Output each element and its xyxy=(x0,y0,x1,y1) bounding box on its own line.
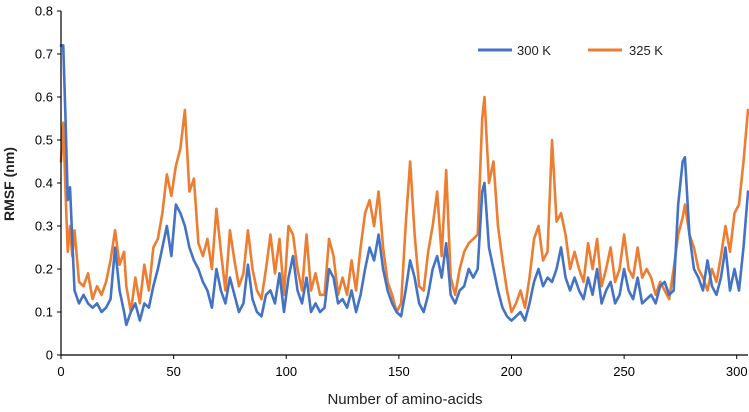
y-tick-label: 0.8 xyxy=(35,4,53,19)
y-tick-label: 0.7 xyxy=(35,47,53,62)
plot-area xyxy=(59,44,749,327)
x-tick-label: 300 xyxy=(726,364,748,379)
x-tick-label: 150 xyxy=(388,364,410,379)
series-line-325k xyxy=(59,95,749,314)
y-tick-label: 0.1 xyxy=(35,305,53,320)
x-tick-label: 0 xyxy=(57,364,64,379)
y-tick-label: 0.6 xyxy=(35,90,53,105)
x-tick-label: 100 xyxy=(275,364,297,379)
series-line-300k xyxy=(59,44,749,327)
x-tick-labels: 0 50 100 150 200 250 300 xyxy=(57,364,747,379)
y-tick-label: 0.2 xyxy=(35,262,53,277)
y-tick-label: 0.4 xyxy=(35,176,53,191)
axes xyxy=(57,10,748,359)
legend: 300 K 325 K xyxy=(478,43,663,58)
x-axis-label: Number of amino-acids xyxy=(327,391,482,408)
x-tick-label: 250 xyxy=(613,364,635,379)
x-tick-label: 50 xyxy=(166,364,180,379)
y-tick-labels: 0 0.1 0.2 0.3 0.4 0.5 0.6 0.7 0.8 xyxy=(35,4,53,363)
x-tick-label: 200 xyxy=(501,364,523,379)
legend-label-325k: 325 K xyxy=(629,43,663,58)
y-tick-label: 0.3 xyxy=(35,219,53,234)
legend-label-300k: 300 K xyxy=(517,43,551,58)
y-tick-label: 0 xyxy=(46,348,53,363)
y-tick-label: 0.5 xyxy=(35,133,53,148)
y-axis-label: RMSF (nm) xyxy=(1,147,17,221)
